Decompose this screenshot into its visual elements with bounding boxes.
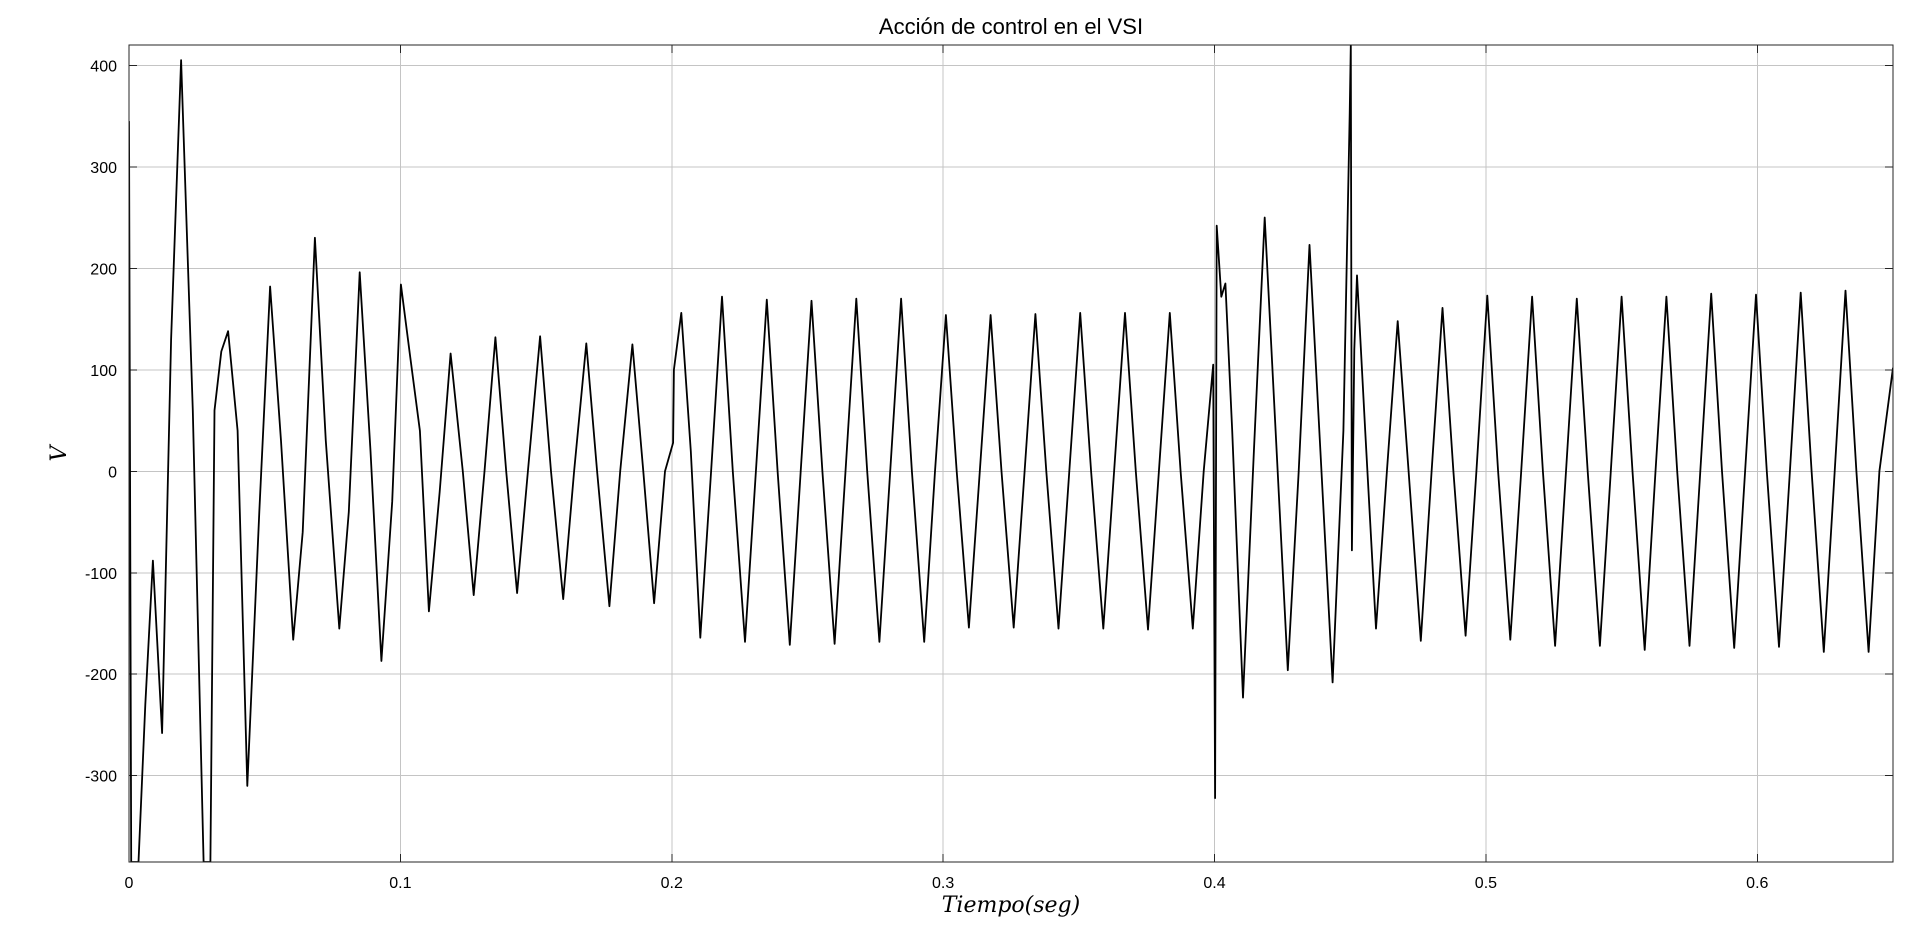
series-line [129, 45, 1893, 862]
x-tick-label: 0.6 [1746, 875, 1768, 892]
plot-area [129, 45, 1893, 862]
x-tick-label: 0 [125, 875, 134, 892]
y-tick-label: -300 [85, 769, 117, 786]
x-axis-label: Tiempo(seg) [942, 893, 1080, 918]
y-tick-label: 200 [90, 261, 117, 278]
x-tick-label: 0.3 [932, 875, 954, 892]
y-axis-label: V [47, 443, 72, 461]
axis-ticks: 0 0.1 0.2 0.3 0.4 0.5 0.6 -300 -200 -100 0 100 200 30… [85, 45, 1893, 892]
y-tick-label: 400 [90, 58, 117, 75]
y-tick-label: -100 [85, 566, 117, 583]
x-tick-label: 0.2 [661, 875, 683, 892]
plot-frame [128, 44, 1894, 863]
grid [129, 45, 1893, 862]
x-tick-label: 0.4 [1203, 875, 1225, 892]
y-tick-label: -200 [85, 667, 117, 684]
chart-title: Acción de control en el VSI [879, 14, 1143, 39]
y-tick-label: 100 [90, 363, 117, 380]
y-tick-label: 300 [90, 160, 117, 177]
x-tick-label: 0.1 [389, 875, 411, 892]
y-tick-label: 0 [108, 464, 117, 481]
x-tick-label: 0.5 [1475, 875, 1497, 892]
